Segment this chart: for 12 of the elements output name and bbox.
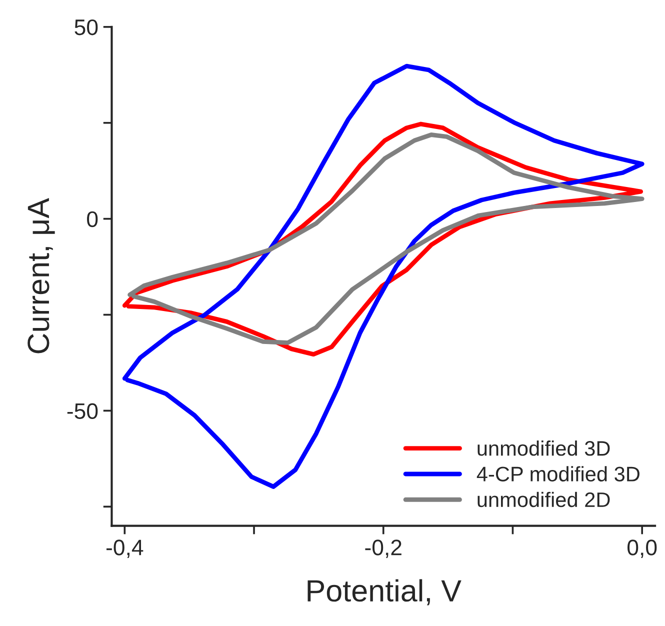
y-tick-label: 50 [74, 19, 98, 36]
line-series [122, 64, 644, 489]
x-tick-label: 0,0 [628, 540, 657, 558]
y-axis-title: Current, μA [28, 198, 55, 354]
legend-label: unmodified 3D [478, 440, 610, 456]
x-tick-label: -0,4 [106, 540, 144, 558]
y-tick-label: -50 [67, 403, 98, 419]
legend-label: unmodified 2D [478, 492, 610, 508]
x-tick-label: -0,2 [365, 540, 402, 558]
legend-label: 4-CP modified 3D [476, 466, 640, 482]
x-axis-title: Potential, V [308, 579, 462, 606]
y-tick-label: 0 [87, 211, 98, 228]
